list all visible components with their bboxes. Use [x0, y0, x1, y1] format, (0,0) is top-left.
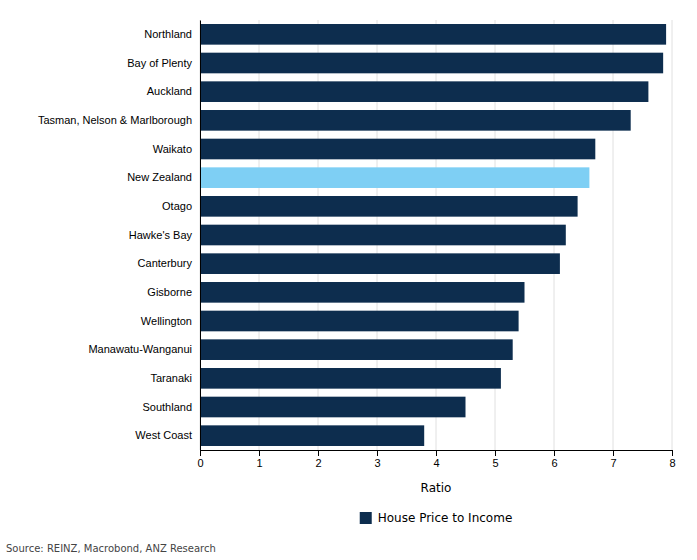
- legend-swatch: [360, 512, 372, 524]
- y-tick: Gisborne: [147, 286, 200, 298]
- bar: [200, 110, 631, 131]
- y-tick-label: West Coast: [135, 429, 192, 441]
- y-tick-label: Waikato: [153, 143, 192, 155]
- grid-line: [200, 20, 201, 450]
- x-tick-mark: [259, 450, 260, 456]
- y-tick: Otago: [162, 200, 200, 212]
- bar: [200, 225, 566, 246]
- x-tick-mark: [377, 450, 378, 456]
- grid-line: [672, 20, 673, 450]
- x-tick: 7: [610, 450, 616, 469]
- y-tick: Manawatu-Wanganui: [88, 343, 200, 355]
- x-tick-label: 3: [374, 457, 380, 469]
- chart: 0 1 2 3 4 5 6 7 8 Northland Bay of Plenty Auckland T…: [0, 0, 697, 560]
- legend-label: House Price to Income: [378, 511, 513, 525]
- x-tick-label: 8: [669, 457, 675, 469]
- x-tick: 6: [551, 450, 557, 469]
- y-tick-label: Taranaki: [150, 372, 192, 384]
- y-tick: Northland: [144, 28, 200, 40]
- y-tick: Tasman, Nelson & Marlborough: [38, 114, 200, 126]
- x-tick: 0: [197, 450, 203, 469]
- x-tick-mark: [613, 450, 614, 456]
- grid: [200, 20, 672, 450]
- x-axis-title: Ratio: [421, 481, 452, 495]
- y-tick: Waikato: [153, 143, 200, 155]
- legend-item: House Price to Income: [360, 511, 513, 525]
- bar: [200, 24, 666, 45]
- y-tick: Hawke's Bay: [129, 229, 200, 241]
- x-tick-mark: [318, 450, 319, 456]
- y-tick: Canterbury: [138, 257, 200, 269]
- y-tick-label: Otago: [162, 200, 192, 212]
- x-tick: 8: [669, 450, 675, 469]
- y-tick-label: Hawke's Bay: [129, 229, 193, 241]
- x-tick-label: 7: [610, 457, 616, 469]
- y-axis-line: [200, 21, 201, 451]
- y-tick-label: New Zealand: [127, 171, 192, 183]
- x-axis: 0 1 2 3 4 5 6 7 8: [197, 450, 675, 469]
- y-tick-label: Auckland: [147, 85, 192, 97]
- legend: House Price to Income: [360, 511, 513, 525]
- source-note: Source: REINZ, Macrobond, ANZ Research: [6, 543, 216, 554]
- x-tick-label: 6: [551, 457, 557, 469]
- bar: [200, 425, 424, 446]
- x-tick-label: 5: [492, 457, 498, 469]
- x-tick: 5: [492, 450, 498, 469]
- x-tick: 2: [315, 450, 321, 469]
- y-tick: Bay of Plenty: [127, 57, 200, 69]
- x-tick: 1: [256, 450, 262, 469]
- y-tick: Auckland: [147, 85, 200, 97]
- bar: [200, 311, 519, 332]
- bar: [200, 339, 513, 360]
- y-tick: West Coast: [135, 429, 200, 441]
- x-tick-label: 4: [433, 457, 439, 469]
- x-tick-mark: [436, 450, 437, 456]
- x-tick-label: 0: [197, 457, 203, 469]
- x-tick-mark: [554, 450, 555, 456]
- y-axis: Northland Bay of Plenty Auckland Tasman, Ne…: [38, 21, 201, 451]
- x-tick-mark: [672, 450, 673, 456]
- y-tick: Wellington: [141, 315, 200, 327]
- x-tick-label: 2: [315, 457, 321, 469]
- bar: [200, 167, 589, 188]
- y-tick-label: Wellington: [141, 315, 192, 327]
- bar: [200, 253, 560, 274]
- x-tick-label: 1: [256, 457, 262, 469]
- bar: [200, 368, 501, 389]
- y-tick-label: Bay of Plenty: [127, 57, 192, 69]
- bar: [200, 282, 525, 303]
- y-tick: Taranaki: [150, 372, 200, 384]
- x-tick: 4: [433, 450, 439, 469]
- bar: [200, 81, 648, 102]
- bar: [200, 397, 466, 418]
- plot: 0 1 2 3 4 5 6 7 8 Northland Bay of Plenty Auckland T…: [38, 20, 676, 469]
- bar: [200, 53, 663, 74]
- y-tick-label: Southland: [142, 401, 192, 413]
- y-tick-label: Tasman, Nelson & Marlborough: [38, 114, 192, 126]
- x-axis-line: [201, 451, 673, 457]
- bar: [200, 139, 595, 160]
- y-tick-label: Northland: [144, 28, 192, 40]
- y-tick-label: Manawatu-Wanganui: [88, 343, 192, 355]
- y-tick-label: Gisborne: [147, 286, 192, 298]
- x-tick: 3: [374, 450, 380, 469]
- bars: [200, 24, 666, 446]
- x-tick-mark: [200, 450, 201, 456]
- x-tick-mark: [495, 450, 496, 456]
- y-tick: New Zealand: [127, 171, 200, 183]
- y-tick: Southland: [142, 401, 200, 413]
- bar: [200, 196, 578, 217]
- y-tick-label: Canterbury: [138, 257, 193, 269]
